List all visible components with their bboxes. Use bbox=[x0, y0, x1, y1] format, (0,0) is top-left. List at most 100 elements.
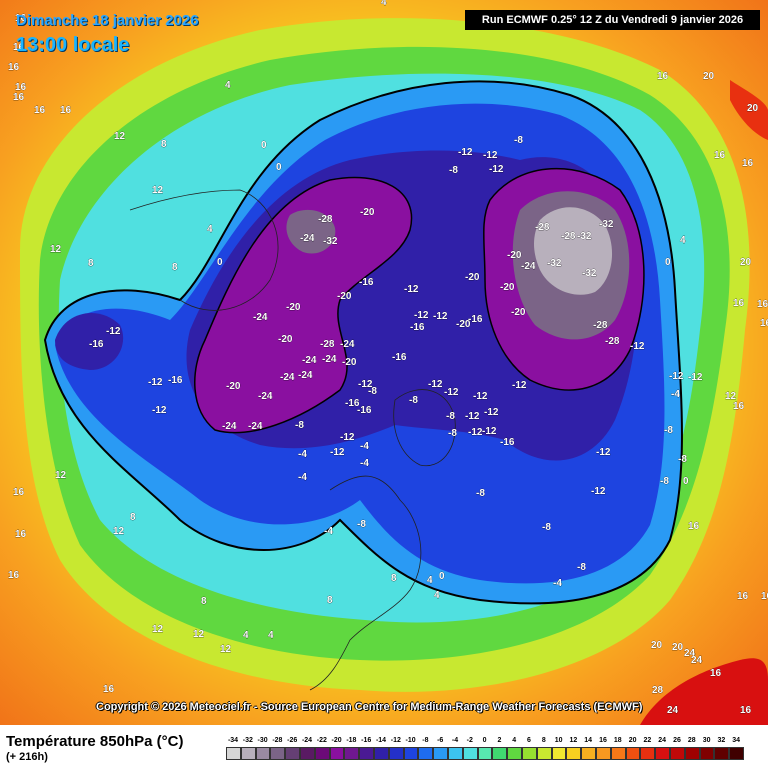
isotherm-label: 24 bbox=[691, 655, 703, 666]
isotherm-label: -28 bbox=[318, 214, 333, 225]
scale-tick: 16 bbox=[599, 737, 607, 744]
scale-tick: -34 bbox=[227, 737, 239, 744]
scale-tick: 10 bbox=[554, 737, 563, 744]
isotherm-label: 4 bbox=[268, 630, 274, 641]
scale-swatch bbox=[403, 747, 419, 760]
isotherm-label: 12 bbox=[113, 526, 125, 537]
color-scale-cells bbox=[226, 747, 744, 760]
isotherm-label: 16 bbox=[757, 299, 768, 310]
isotherm-label: -8 bbox=[368, 386, 377, 397]
isotherm-label: 16 bbox=[742, 158, 754, 169]
scale-tick: 8 bbox=[541, 737, 546, 744]
isotherm-label: -16 bbox=[468, 314, 483, 325]
scale-tick: -28 bbox=[272, 737, 283, 744]
isotherm-label: -20 bbox=[465, 272, 480, 283]
isotherm-label: -8 bbox=[295, 420, 304, 431]
isotherm-label: -20 bbox=[278, 334, 293, 345]
scale-swatch bbox=[477, 747, 493, 760]
scale-tick: -24 bbox=[301, 737, 313, 744]
isotherm-label: 16 bbox=[8, 62, 20, 73]
isotherm-label: -24 bbox=[302, 355, 317, 366]
isotherm-label: 0 bbox=[683, 476, 689, 487]
isotherm-label: 16 bbox=[740, 705, 752, 716]
isotherm-label: -12 bbox=[458, 147, 473, 158]
map-labels: -28-32-24-20-24-20-20 -28 -24-24 -24 -20-24-… bbox=[8, 0, 768, 716]
scale-swatch bbox=[595, 747, 611, 760]
isotherm-label: 20 bbox=[672, 642, 684, 653]
scale-swatch bbox=[551, 747, 567, 760]
isotherm-label: -12 bbox=[630, 341, 645, 352]
coastline-greenland bbox=[393, 389, 456, 467]
isotherm-label: -28 bbox=[561, 231, 576, 242]
isotherm-label: 16 bbox=[737, 591, 749, 602]
isotherm-label: 12 bbox=[220, 644, 232, 655]
isotherm-label: 16 bbox=[13, 92, 25, 103]
scale-tick: 22 bbox=[643, 737, 652, 744]
isotherm-label: -12 bbox=[473, 391, 488, 402]
isotherm-label: 8 bbox=[327, 595, 333, 606]
scale-swatch bbox=[669, 747, 685, 760]
copyright-notice: Copyright © 2026 Meteociel.fr - Source E… bbox=[96, 701, 643, 713]
isotherm-label: 24 bbox=[667, 705, 679, 716]
scale-swatch bbox=[655, 747, 670, 760]
isotherm-label: 12 bbox=[114, 131, 126, 142]
isotherm-label: -28 bbox=[605, 336, 620, 347]
isotherm-label: -12 bbox=[468, 427, 483, 438]
scale-swatch bbox=[329, 747, 345, 760]
scale-tick: 6 bbox=[527, 737, 531, 744]
forecast-lead: (+ 216h) bbox=[6, 751, 48, 763]
scale-tick: 4 bbox=[512, 737, 517, 744]
scale-swatch bbox=[388, 747, 404, 760]
isotherm-label: 16 bbox=[103, 684, 115, 695]
isotherm-label: -12 bbox=[428, 379, 443, 390]
scale-swatch bbox=[462, 747, 478, 760]
isotherm-minus20-east bbox=[483, 167, 645, 391]
isotherm-label: -12 bbox=[106, 326, 121, 337]
isotherm-label: 4 bbox=[680, 235, 686, 246]
isotherm-label: 16 bbox=[34, 105, 46, 116]
isotherm-label: 16 bbox=[15, 13, 27, 24]
scale-tick: 30 bbox=[702, 737, 711, 744]
scale-swatch bbox=[299, 747, 315, 760]
scale-swatch bbox=[625, 747, 641, 760]
scale-tick: 12 bbox=[569, 737, 578, 744]
scale-swatch bbox=[610, 747, 626, 760]
isotherm-label: 0 bbox=[261, 140, 267, 151]
isotherm-label: 16 bbox=[13, 42, 25, 53]
isotherm-label: -12 bbox=[669, 371, 684, 382]
scale-swatch bbox=[714, 747, 730, 760]
isotherm-label: -16 bbox=[359, 277, 374, 288]
isotherm-label: -12 bbox=[152, 405, 167, 416]
isotherm-label: 4 bbox=[207, 224, 213, 235]
extreme-core-east bbox=[534, 207, 613, 295]
isotherm-label: 12 bbox=[152, 624, 164, 635]
isotherm-label: 24 bbox=[684, 648, 696, 659]
isotherm-label: -20 bbox=[360, 207, 375, 218]
isotherm-label: -12 bbox=[414, 310, 429, 321]
isotherm-label: 16 bbox=[657, 71, 669, 82]
scale-swatch bbox=[640, 747, 656, 760]
isotherm-label: -8 bbox=[514, 135, 523, 146]
isotherm-label: -24 bbox=[280, 372, 295, 383]
isotherm-label: 8 bbox=[161, 139, 167, 150]
isotherm-label: 8 bbox=[88, 258, 94, 269]
scale-swatch bbox=[255, 747, 271, 760]
isotherm-label: -24 bbox=[298, 370, 313, 381]
isotherm-label: 8 bbox=[172, 262, 178, 273]
isotherm-label: -24 bbox=[258, 391, 273, 402]
temperature-map: -28 -32 -24 -20 -24 -20 -20 -28 -24 -24 -24 -20 -24-… bbox=[0, 0, 768, 725]
isotherm-label: -32 bbox=[323, 236, 338, 247]
scale-swatch bbox=[699, 747, 715, 760]
isotherm-label: -32 bbox=[547, 258, 562, 269]
isotherm-label: 12 bbox=[152, 185, 164, 196]
scale-swatch bbox=[521, 747, 537, 760]
isotherm-label: -12 bbox=[484, 407, 499, 418]
coastline-america bbox=[129, 189, 279, 311]
isotherm-label: 20 bbox=[747, 103, 759, 114]
scale-swatch bbox=[729, 747, 744, 760]
isotherm-label: 28 bbox=[652, 685, 664, 696]
scale-swatch bbox=[684, 747, 700, 760]
isotherm-label: -12 bbox=[404, 284, 419, 295]
isotherm-label: -20 bbox=[226, 381, 241, 392]
scale-tick: -12 bbox=[390, 737, 401, 744]
